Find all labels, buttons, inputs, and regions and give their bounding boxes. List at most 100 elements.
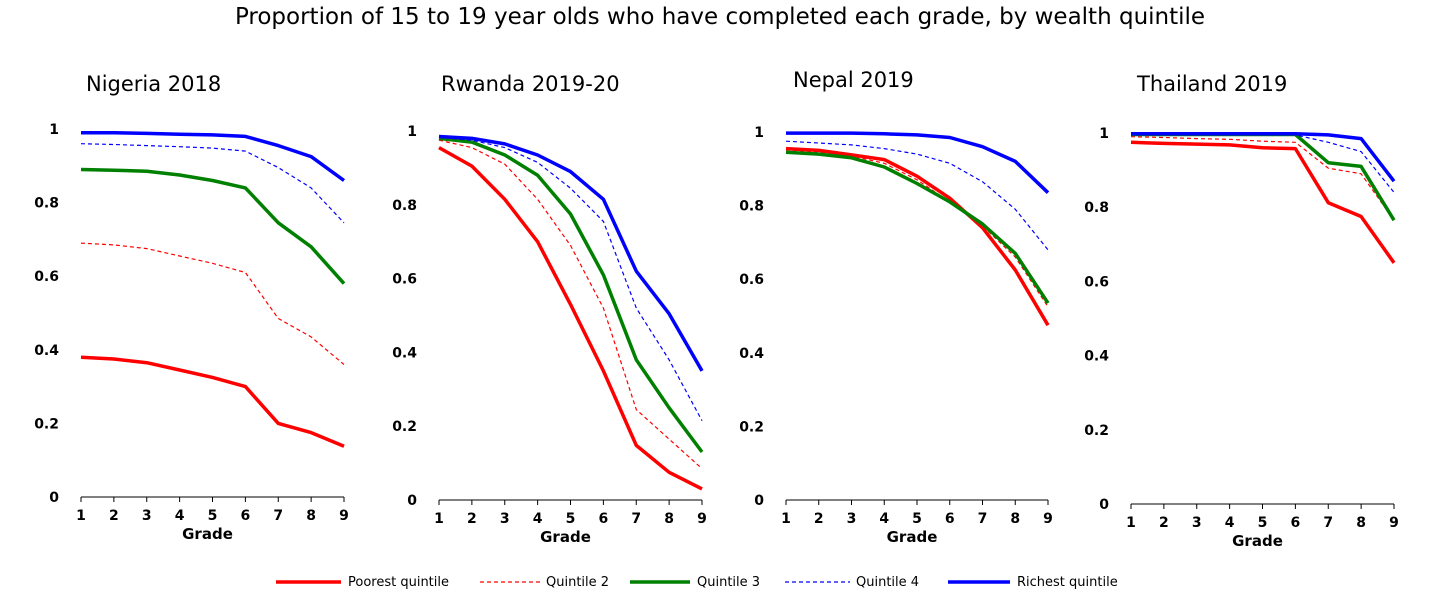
y-tick-label: 0.2 xyxy=(1084,423,1109,439)
x-axis-label: Grade xyxy=(887,528,938,546)
x-tick-label: 6 xyxy=(945,511,955,527)
x-tick-label: 1 xyxy=(76,508,86,524)
y-tick-label: 0.4 xyxy=(739,346,764,362)
legend-label: Quintile 3 xyxy=(697,575,760,590)
x-tick-label: 7 xyxy=(273,508,283,524)
series-line-quintile-2 xyxy=(438,139,703,470)
y-tick-label: 1 xyxy=(1099,126,1109,142)
y-tick-label: 0.6 xyxy=(392,272,417,288)
chart-panel-nepal-2019: Nepal 2019 1 2 3 4 5 6 7 8 9 0 0.2 0.4 0.6 0.8 1 Grade xyxy=(739,68,1053,546)
y-tick-label: 0.2 xyxy=(392,419,417,435)
y-tick-label: 0.6 xyxy=(739,272,764,288)
series-line-quintile-3 xyxy=(438,136,704,454)
series-line-poorest-quintile xyxy=(785,146,1050,327)
y-tick-label: 0.8 xyxy=(739,199,764,215)
legend-item-quintile-3: Quintile 3 xyxy=(630,575,760,590)
legend-item-quintile-4: Quintile 4 xyxy=(785,575,919,590)
charts-area: Nigeria 2018 1 2 3 4 5 6 7 8 9 0 0.2 0.4 0.6 0.8 1 Grade… xyxy=(34,68,1399,550)
x-tick-label: 4 xyxy=(175,508,185,524)
series-line-poorest-quintile xyxy=(80,355,345,448)
x-tick-label: 7 xyxy=(631,511,641,527)
series-line-quintile-3 xyxy=(80,167,346,285)
x-tick-label: 1 xyxy=(1126,515,1136,531)
series-line-quintile-4 xyxy=(438,136,703,421)
y-tick-label: 0.8 xyxy=(34,196,59,212)
y-tick-label: 0 xyxy=(754,493,764,509)
x-axis-label: Grade xyxy=(1232,532,1283,550)
series-line-quintile-2 xyxy=(785,149,1049,308)
y-tick-label: 0.6 xyxy=(34,269,59,285)
y-tick-label: 1 xyxy=(49,122,59,138)
x-tick-label: 7 xyxy=(978,511,988,527)
x-tick-label: 6 xyxy=(599,511,609,527)
y-tick-label: 0.8 xyxy=(1084,200,1109,216)
x-tick-label: 9 xyxy=(1043,511,1053,527)
chart-panel-thailand-2019: Thailand 2019 1 2 3 4 5 6 7 8 9 0 0.2 0.4 0.6 0.8 1 Grad… xyxy=(1084,72,1399,550)
x-tick-label: 3 xyxy=(142,508,152,524)
x-tick-label: 4 xyxy=(879,511,889,527)
series-line-richest-quintile xyxy=(438,134,704,372)
x-tick-label: 8 xyxy=(664,511,674,527)
y-tick-label: 0.2 xyxy=(34,416,59,432)
legend-item-poorest-quintile: Poorest quintile xyxy=(276,575,449,590)
x-tick-label: 2 xyxy=(1159,515,1169,531)
chart-panel-nigeria-2018: Nigeria 2018 1 2 3 4 5 6 7 8 9 0 0.2 0.4 0.6 0.8 1 Grade xyxy=(34,72,349,543)
series-line-poorest-quintile xyxy=(1130,140,1396,264)
x-tick-label: 2 xyxy=(109,508,119,524)
series-line-quintile-3 xyxy=(785,150,1050,305)
chart-title: Nepal 2019 xyxy=(793,68,914,92)
legend-label: Richest quintile xyxy=(1017,575,1118,590)
x-tick-label: 4 xyxy=(533,511,543,527)
x-tick-label: 7 xyxy=(1323,515,1333,531)
x-tick-label: 8 xyxy=(1010,511,1020,527)
series-line-richest-quintile xyxy=(1131,131,1396,183)
y-tick-label: 0.8 xyxy=(392,198,417,214)
series-line-richest-quintile xyxy=(81,130,346,182)
y-tick-label: 1 xyxy=(407,124,417,140)
x-tick-label: 5 xyxy=(912,511,922,527)
chart-title: Thailand 2019 xyxy=(1136,72,1287,96)
y-tick-label: 0 xyxy=(407,493,417,509)
y-tick-label: 0.6 xyxy=(1084,274,1109,290)
y-tick-label: 0 xyxy=(49,490,59,506)
x-tick-label: 9 xyxy=(339,508,349,524)
chart-panel-rwanda-2019-20: Rwanda 2019-20 1 2 3 4 5 6 7 8 9 0 0.2 0.4 0.6 0.8 1 Gra… xyxy=(392,72,707,546)
series-line-richest-quintile xyxy=(786,131,1050,194)
series-line-quintile-4 xyxy=(80,143,345,224)
x-tick-label: 5 xyxy=(1258,515,1268,531)
x-tick-label: 3 xyxy=(500,511,510,527)
y-tick-label: 1 xyxy=(754,125,764,141)
legend-item-richest-quintile: Richest quintile xyxy=(948,575,1118,590)
x-tick-label: 3 xyxy=(847,511,857,527)
series-line-quintile-4 xyxy=(785,140,1049,251)
series-line-quintile-2 xyxy=(80,242,345,365)
page-title: Proportion of 15 to 19 year olds who hav… xyxy=(234,4,1206,30)
x-tick-label: 9 xyxy=(1389,515,1399,531)
x-tick-label: 1 xyxy=(434,511,444,527)
legend: Poorest quintile Quintile 2 Quintile 3 Quin… xyxy=(276,575,1118,590)
x-axis-label: Grade xyxy=(540,528,591,546)
x-tick-label: 1 xyxy=(781,511,791,527)
legend-label: Quintile 4 xyxy=(856,575,919,590)
chart-title: Rwanda 2019-20 xyxy=(441,72,620,96)
x-tick-label: 4 xyxy=(1225,515,1235,531)
series-line-quintile-2 xyxy=(1130,136,1395,221)
series-line-poorest-quintile xyxy=(438,146,703,491)
x-tick-label: 9 xyxy=(697,511,707,527)
x-tick-label: 6 xyxy=(241,508,251,524)
x-tick-label: 5 xyxy=(566,511,576,527)
legend-item-quintile-2: Quintile 2 xyxy=(480,575,609,590)
x-tick-label: 8 xyxy=(306,508,316,524)
x-axis-label: Grade xyxy=(182,525,233,543)
y-tick-label: 0.4 xyxy=(34,343,59,359)
x-tick-label: 6 xyxy=(1291,515,1301,531)
y-tick-label: 0.2 xyxy=(739,419,764,435)
legend-label: Quintile 2 xyxy=(546,575,609,590)
chart-title: Nigeria 2018 xyxy=(86,72,221,96)
x-tick-label: 5 xyxy=(208,508,218,524)
x-tick-label: 2 xyxy=(814,511,824,527)
y-tick-label: 0.4 xyxy=(392,345,417,361)
x-tick-label: 2 xyxy=(467,511,477,527)
legend-label: Poorest quintile xyxy=(348,575,449,590)
x-tick-label: 3 xyxy=(1192,515,1202,531)
